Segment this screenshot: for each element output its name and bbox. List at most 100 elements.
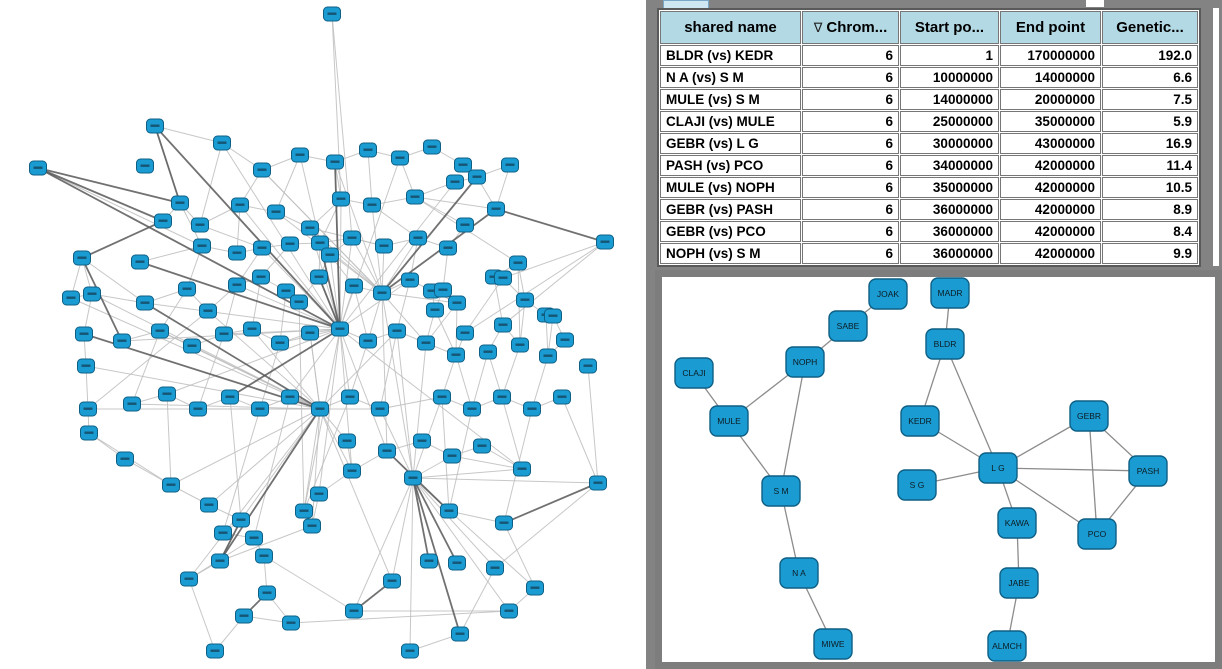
cell-value[interactable]: 10000000 <box>900 67 999 88</box>
network-node[interactable] <box>321 247 339 263</box>
cell-shared-name[interactable]: GEBR (vs) PASH <box>660 199 801 220</box>
network-node[interactable] <box>228 277 246 293</box>
network-node[interactable] <box>363 197 381 213</box>
node-gebr[interactable]: GEBR <box>1069 400 1109 432</box>
table-panel-tab[interactable] <box>663 0 709 8</box>
network-node[interactable] <box>282 615 300 631</box>
cell-value[interactable]: 6 <box>802 45 899 66</box>
network-node[interactable] <box>343 230 361 246</box>
network-node[interactable] <box>180 571 198 587</box>
node-pash[interactable]: PASH <box>1128 455 1168 487</box>
network-node[interactable] <box>255 548 273 564</box>
column-header-end-point[interactable]: End point <box>1000 11 1101 44</box>
network-node[interactable] <box>409 230 427 246</box>
network-node[interactable] <box>228 245 246 261</box>
network-node[interactable] <box>123 396 141 412</box>
network-node[interactable] <box>433 389 451 405</box>
network-node[interactable] <box>446 174 464 190</box>
network-node[interactable] <box>341 389 359 405</box>
network-node[interactable] <box>511 337 529 353</box>
network-node[interactable] <box>526 580 544 596</box>
network-node[interactable] <box>413 433 431 449</box>
network-node[interactable] <box>331 321 349 337</box>
node-miwe[interactable]: MIWE <box>813 628 853 660</box>
node-jabe[interactable]: JABE <box>999 567 1039 599</box>
cell-value[interactable]: 43000000 <box>1000 133 1101 154</box>
node-s-g[interactable]: S G <box>897 469 937 501</box>
network-node[interactable] <box>473 438 491 454</box>
network-node[interactable] <box>211 553 229 569</box>
network-node[interactable] <box>423 139 441 155</box>
cell-shared-name[interactable]: N A (vs) S M <box>660 67 801 88</box>
node-kedr[interactable]: KEDR <box>900 405 940 437</box>
cell-value[interactable]: 6 <box>802 155 899 176</box>
network-node[interactable] <box>391 150 409 166</box>
node-l-g[interactable]: L G <box>978 452 1018 484</box>
network-node[interactable] <box>556 332 574 348</box>
network-node[interactable] <box>373 285 391 301</box>
network-node[interactable] <box>271 335 289 351</box>
network-node[interactable] <box>544 308 562 324</box>
network-node[interactable] <box>310 269 328 285</box>
network-node[interactable] <box>404 470 422 486</box>
column-header-chromosome[interactable]: ∇ Chrom... <box>802 11 899 44</box>
cell-value[interactable]: 34000000 <box>900 155 999 176</box>
network-node[interactable] <box>231 197 249 213</box>
network-node[interactable] <box>448 295 466 311</box>
network-node[interactable] <box>311 235 329 251</box>
network-node[interactable] <box>493 389 511 405</box>
network-node[interactable] <box>516 292 534 308</box>
network-node[interactable] <box>440 503 458 519</box>
network-node[interactable] <box>62 290 80 306</box>
network-node[interactable] <box>75 326 93 342</box>
cell-value[interactable]: 8.4 <box>1102 221 1198 242</box>
network-node[interactable] <box>251 401 269 417</box>
network-node[interactable] <box>303 518 321 534</box>
network-node[interactable] <box>171 195 189 211</box>
network-node[interactable] <box>332 191 350 207</box>
network-node[interactable] <box>434 282 452 298</box>
network-node[interactable] <box>487 201 505 217</box>
node-madr[interactable]: MADR <box>930 277 970 309</box>
network-node[interactable] <box>589 475 607 491</box>
network-node[interactable] <box>290 294 308 310</box>
network-node[interactable] <box>151 323 169 339</box>
network-node[interactable] <box>199 303 217 319</box>
cell-value[interactable]: 35000000 <box>1000 111 1101 132</box>
network-node[interactable] <box>80 425 98 441</box>
cell-value[interactable]: 7.5 <box>1102 89 1198 110</box>
network-node[interactable] <box>371 401 389 417</box>
network-node[interactable] <box>113 333 131 349</box>
cell-value[interactable]: 36000000 <box>900 243 999 264</box>
cell-value[interactable]: 6 <box>802 67 899 88</box>
network-node[interactable] <box>523 401 541 417</box>
network-node[interactable] <box>136 158 154 174</box>
sub-network-canvas[interactable]: JOAK SABE NOPH CLAJI MULE S M N A MIWE MADR BLDR K… <box>655 270 1222 669</box>
cell-value[interactable]: 6 <box>802 221 899 242</box>
network-node[interactable] <box>79 401 97 417</box>
network-node[interactable] <box>468 169 486 185</box>
cell-shared-name[interactable]: MULE (vs) S M <box>660 89 801 110</box>
network-node[interactable] <box>345 278 363 294</box>
network-node[interactable] <box>232 512 250 528</box>
cell-value[interactable]: 14000000 <box>1000 67 1101 88</box>
node-n-a[interactable]: N A <box>779 557 819 589</box>
network-node[interactable] <box>214 525 232 541</box>
network-node[interactable] <box>420 553 438 569</box>
network-node[interactable] <box>338 433 356 449</box>
cell-value[interactable]: 5.9 <box>1102 111 1198 132</box>
network-node[interactable] <box>494 317 512 333</box>
network-node[interactable] <box>500 603 518 619</box>
network-node[interactable] <box>447 347 465 363</box>
network-node[interactable] <box>553 389 571 405</box>
network-node[interactable] <box>539 348 557 364</box>
network-node[interactable] <box>301 220 319 236</box>
network-node[interactable] <box>343 463 361 479</box>
filter-icon[interactable]: ∇ <box>813 20 823 35</box>
network-node[interactable] <box>267 204 285 220</box>
cell-value[interactable]: 20000000 <box>1000 89 1101 110</box>
network-node[interactable] <box>235 608 253 624</box>
network-node[interactable] <box>456 325 474 341</box>
network-node[interactable] <box>189 401 207 417</box>
network-node[interactable] <box>443 448 461 464</box>
